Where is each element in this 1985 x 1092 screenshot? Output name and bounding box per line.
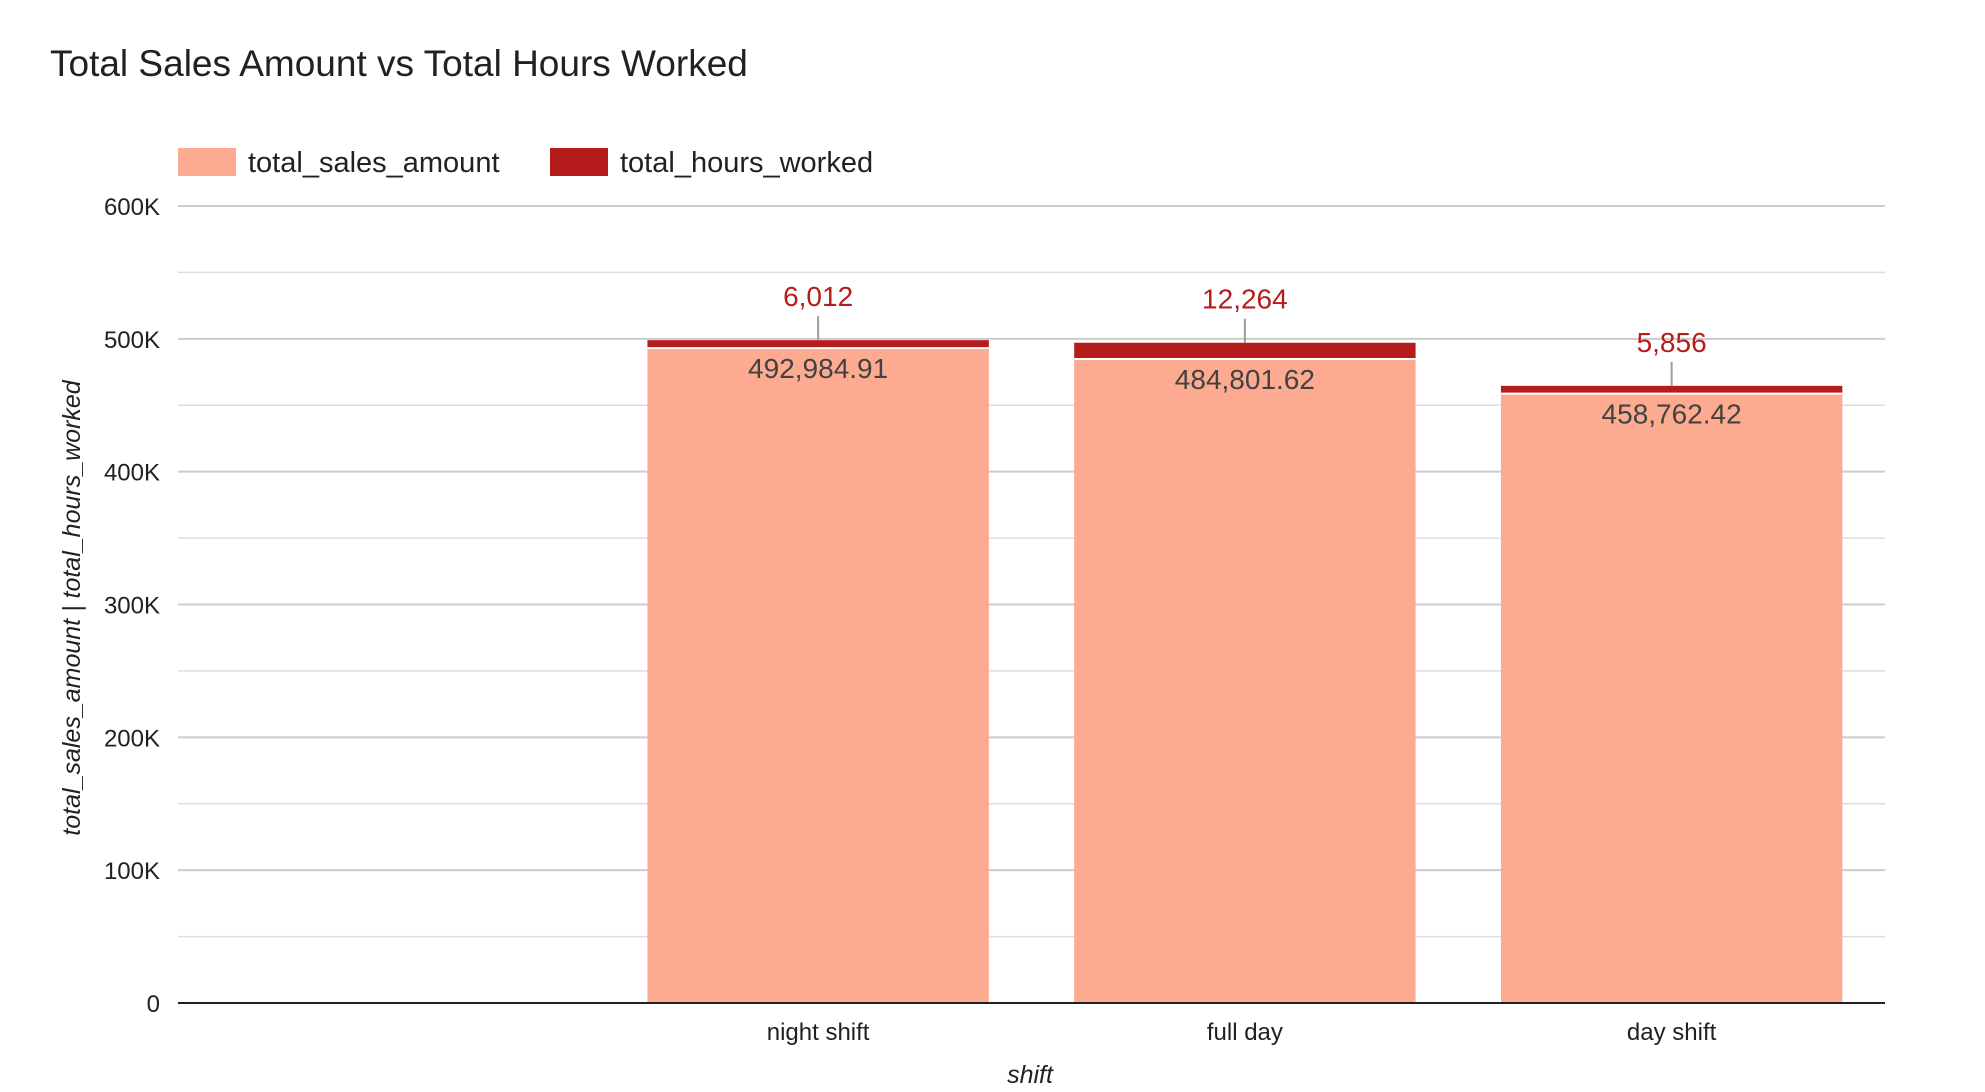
legend-swatch: [550, 148, 608, 176]
data-label-hours: 12,264: [1202, 284, 1288, 315]
data-labels: 492,984.91 6,012 484,801.62 12,264 458,762.4…: [748, 281, 1742, 429]
x-tick-label: day shift: [1627, 1019, 1717, 1046]
y-tick-label: 0: [147, 991, 160, 1018]
bar-total-sales-amount: [1074, 359, 1416, 1003]
chart-title: Total Sales Amount vs Total Hours Worked: [50, 43, 748, 84]
x-tick-label: night shift: [767, 1019, 870, 1046]
legend-label: total_sales_amount: [248, 147, 500, 179]
data-label-hours: 6,012: [783, 281, 853, 312]
y-tick-label: 500K: [104, 327, 160, 354]
gridlines: [178, 205, 1885, 938]
x-axis: night shift full day day shift: [178, 1002, 1885, 1046]
bars: [647, 340, 1843, 1003]
y-tick-label: 600K: [104, 194, 160, 221]
x-axis-title: shift: [1007, 1061, 1054, 1087]
bar-total-hours-worked: [647, 340, 989, 349]
bar-total-sales-amount: [647, 348, 989, 1003]
y-axis: 0 100K 200K 300K 400K 500K 600K: [104, 194, 160, 1018]
data-label-sales: 492,984.91: [748, 353, 888, 384]
data-label-sales: 458,762.42: [1602, 399, 1742, 430]
x-tick-label: full day: [1207, 1019, 1283, 1046]
y-tick-label: 300K: [104, 593, 160, 620]
bar-total-hours-worked: [1500, 385, 1843, 394]
legend-label: total_hours_worked: [620, 147, 873, 179]
bar-total-hours-worked: [1074, 342, 1416, 360]
y-tick-label: 100K: [104, 858, 160, 885]
legend-swatch: [178, 148, 236, 176]
y-axis-title: total_sales_amount | total_hours_worked: [58, 379, 86, 835]
y-tick-label: 200K: [104, 725, 160, 752]
data-label-sales: 484,801.62: [1175, 364, 1315, 395]
legend: total_sales_amount total_hours_worked: [178, 147, 873, 179]
y-tick-label: 400K: [104, 460, 160, 487]
bar-total-sales-amount: [1500, 393, 1843, 1003]
data-label-hours: 5,856: [1637, 327, 1707, 358]
